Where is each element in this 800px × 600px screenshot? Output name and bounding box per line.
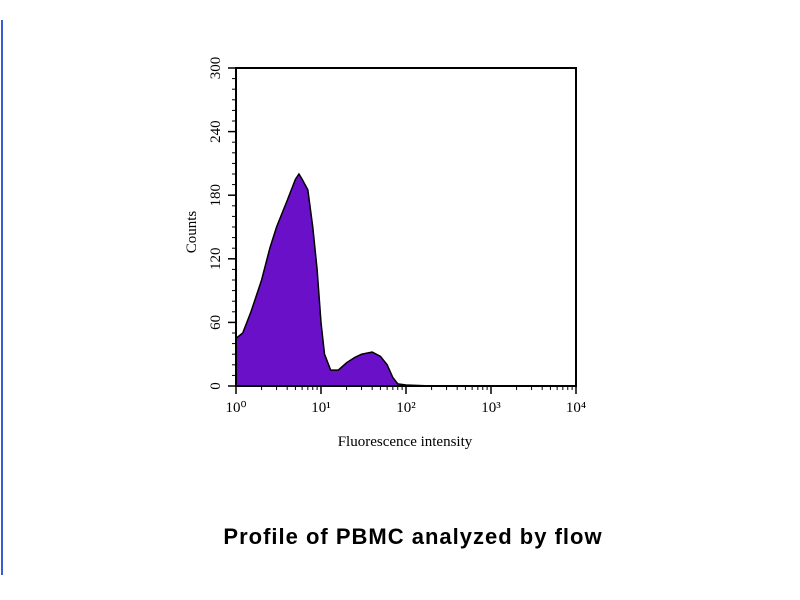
y-axis-label: Counts bbox=[184, 211, 200, 254]
x-tick-label: 10³ bbox=[481, 400, 501, 416]
x-tick-label: 10⁰ bbox=[225, 400, 246, 416]
x-tick-label: 10² bbox=[396, 400, 416, 416]
caption: Profile of PBMC analyzed by flow bbox=[223, 524, 602, 549]
y-tick-label: 120 bbox=[208, 248, 224, 271]
y-tick-label: 240 bbox=[208, 120, 224, 143]
y-tick-label: 300 bbox=[208, 57, 224, 80]
x-tick-label: 10¹ bbox=[311, 400, 331, 416]
y-tick-label: 0 bbox=[208, 382, 224, 390]
y-tick-label: 180 bbox=[208, 184, 224, 207]
histogram-area bbox=[235, 172, 576, 387]
y-tick-label: 60 bbox=[208, 315, 224, 330]
x-tick-label: 10⁴ bbox=[566, 400, 586, 416]
x-axis-label: Fluorescence intensity bbox=[338, 434, 473, 450]
